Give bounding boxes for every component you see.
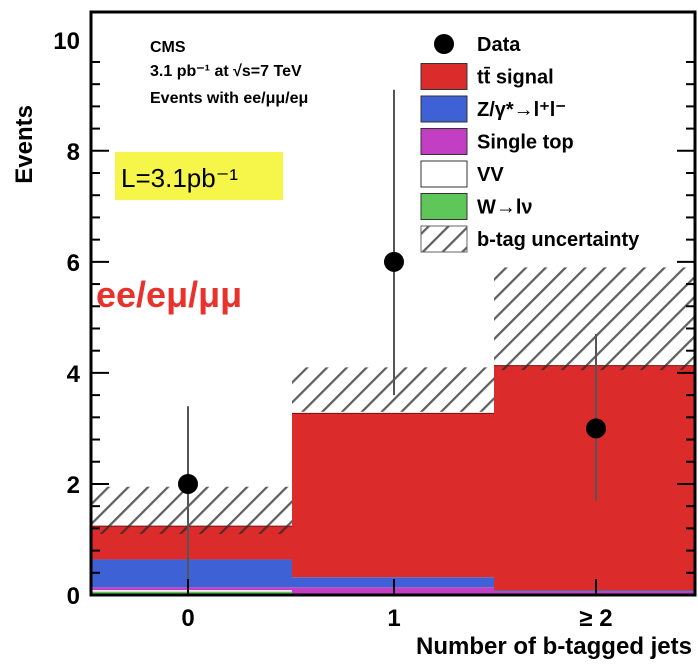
data-point <box>384 251 404 272</box>
data-point <box>178 473 198 494</box>
bar-segment <box>91 559 292 588</box>
experiment-label: CMS <box>150 39 186 56</box>
legend-swatch <box>420 193 468 220</box>
y-tick-label: 10 <box>53 28 80 55</box>
data-points <box>178 89 606 595</box>
legend-swatch <box>420 63 468 90</box>
x-tick-label: 1 <box>387 605 400 632</box>
bar-segment <box>494 590 695 592</box>
bar-segment <box>91 589 293 592</box>
bar-segment <box>91 591 292 595</box>
legend-label: Data <box>477 34 521 56</box>
legend-label: Z/γ*→l⁺l⁻ <box>477 99 566 121</box>
bar-segment <box>494 365 695 591</box>
bar-segment <box>494 591 695 595</box>
legend-swatch <box>420 225 468 253</box>
y-tick-label: 0 <box>67 583 80 610</box>
legend-swatch <box>420 160 468 188</box>
legend-label: tt̄ signal <box>477 67 554 89</box>
y-tick-label: 4 <box>67 361 81 388</box>
uncertainty-band-segment <box>494 267 695 371</box>
bar-segment <box>91 587 292 591</box>
legend-label: VV <box>477 164 504 186</box>
legend-label: W→lν <box>477 197 533 219</box>
legend-label: Single top <box>477 132 574 154</box>
legend-marker <box>434 34 454 54</box>
legend: Data tt̄ signal Z/γ*→l⁺l⁻ Single top VV W→lν b… <box>420 34 640 253</box>
y-tick-label: 2 <box>67 472 80 499</box>
x-axis: 0 1 ≥ 2 <box>181 579 613 632</box>
selection-label: Events with ee/μμ/eμ <box>150 90 308 107</box>
channel-label: ee/eμ/μμ <box>96 274 242 315</box>
y-axis: 0 2 4 6 8 10 <box>53 28 695 610</box>
y-axis-label: Events <box>11 105 38 184</box>
legend-swatch <box>420 128 468 155</box>
lumi-box <box>115 152 283 200</box>
x-tick-label: ≥ 2 <box>579 605 612 632</box>
uncertainty-band <box>91 267 695 534</box>
uncertainty-band-segment <box>91 486 292 534</box>
legend-swatch <box>420 95 468 123</box>
y-tick-label: 8 <box>67 139 80 166</box>
data-point <box>586 418 606 439</box>
lumi-box-label: L=3.1pb⁻¹ <box>121 163 238 193</box>
legend-label: b-tag uncertainty <box>477 229 640 251</box>
lumi-energy-label: 3.1 pb⁻¹ at √s=7 TeV <box>150 63 302 80</box>
y-tick-label: 6 <box>67 250 80 277</box>
x-axis-label: Number of b-tagged jets <box>416 633 692 660</box>
x-tick-label: 0 <box>181 605 194 632</box>
bar-segment <box>292 413 494 578</box>
